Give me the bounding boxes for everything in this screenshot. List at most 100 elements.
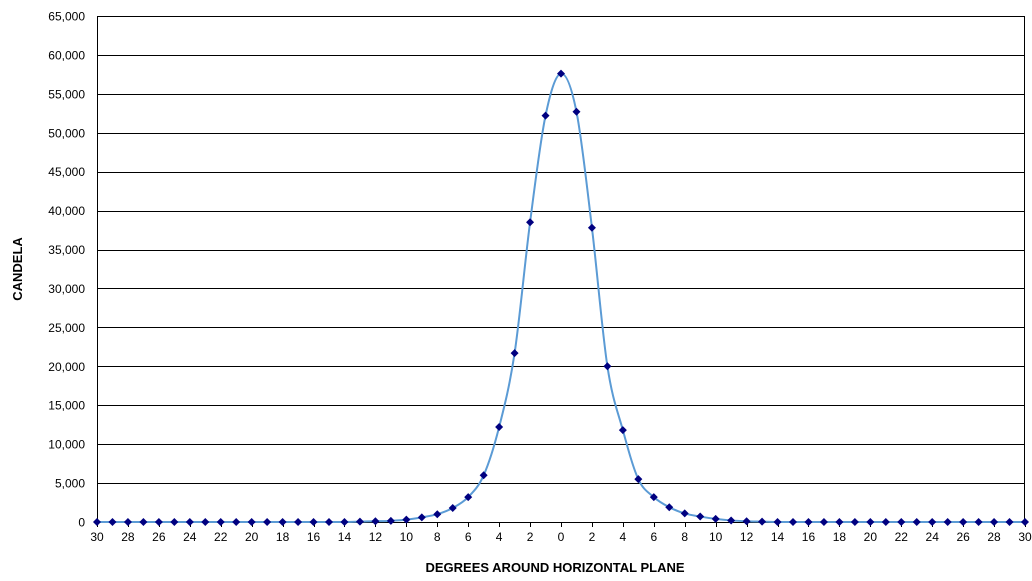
data-point [325, 518, 333, 526]
data-point [108, 518, 117, 526]
data-point [201, 518, 210, 526]
data-point [479, 471, 488, 480]
y-tick-label: 15,000 [48, 399, 85, 413]
x-tick-label: 20 [245, 530, 259, 544]
x-tick-label: 30 [1018, 530, 1032, 544]
x-tick-label: 18 [276, 530, 290, 544]
x-tick-label: 24 [183, 530, 197, 544]
data-point [464, 493, 473, 502]
x-tick-label: 6 [465, 530, 472, 544]
x-tick-labels: 30 28 26 24 22 20 18 16 14 12 10 8 6 4 2 0 2 4 6 8 10 12 14 16 1… [90, 530, 1032, 544]
y-tick-label: 20,000 [48, 360, 85, 374]
x-tick-label: 8 [681, 530, 688, 544]
y-tick-label: 30,000 [48, 282, 85, 296]
y-tick-label: 10,000 [48, 438, 85, 452]
data-point [1021, 518, 1029, 526]
y-tick-label: 5,000 [55, 477, 85, 491]
x-tick-label: 14 [338, 530, 352, 544]
x-tick-label: 28 [121, 530, 135, 544]
data-point [154, 518, 163, 526]
data-point [448, 503, 457, 512]
data-point [990, 518, 999, 526]
data-point [974, 518, 983, 526]
x-tick-label: 4 [620, 530, 627, 544]
data-point [680, 509, 689, 518]
y-tick-label: 55,000 [48, 87, 85, 101]
data-point [309, 518, 318, 526]
data-point [263, 518, 272, 526]
data-point [557, 69, 565, 78]
y-tick-label: 45,000 [48, 165, 85, 179]
y-tick-label: 50,000 [48, 126, 85, 140]
data-point [294, 518, 303, 526]
data-point [758, 517, 767, 526]
data-point [897, 518, 906, 526]
data-point [371, 517, 380, 526]
data-point [618, 426, 627, 435]
series-line [97, 72, 1025, 523]
data-point [185, 518, 194, 526]
data-point [634, 475, 643, 484]
data-point [943, 518, 952, 526]
data-point [649, 493, 658, 502]
data-point [912, 518, 921, 526]
y-tick-label: 0 [78, 516, 85, 530]
x-tick-label: 24 [926, 530, 940, 544]
y-tick-label: 25,000 [48, 321, 85, 335]
data-point [819, 518, 828, 526]
data-point [123, 518, 132, 526]
data-point [541, 111, 550, 120]
x-tick-label: 12 [369, 530, 383, 544]
data-point [139, 518, 148, 526]
data-point [526, 218, 535, 227]
x-tick-label: 28 [987, 530, 1001, 544]
data-point [696, 512, 705, 521]
data-point [417, 513, 426, 522]
x-tick-label: 6 [650, 530, 657, 544]
x-tick-label: 22 [214, 530, 228, 544]
x-tick-label: 26 [956, 530, 970, 544]
data-point [959, 518, 968, 526]
data-point [433, 510, 442, 519]
y-tick-labels: 0 5,000 10,000 15,000 20,000 25,000 30,000 35,0… [48, 10, 85, 530]
gridlines [97, 16, 1026, 527]
data-point [587, 223, 596, 232]
y-tick-label: 40,000 [48, 204, 85, 218]
data-point [572, 107, 581, 116]
x-tick-label: 30 [90, 530, 104, 544]
x-tick-label: 0 [558, 530, 565, 544]
data-point [247, 518, 256, 526]
data-point [711, 514, 720, 523]
x-tick-label: 10 [400, 530, 414, 544]
x-tick-label: 26 [152, 530, 166, 544]
x-tick-label: 2 [527, 530, 534, 544]
x-tick-label: 8 [434, 530, 441, 544]
y-tick-label: 35,000 [48, 243, 85, 257]
candela-series [93, 69, 1029, 526]
x-tick-label: 2 [589, 530, 596, 544]
y-axis-title: CANDELA [10, 237, 25, 301]
x-tick-label: 20 [864, 530, 878, 544]
data-point [495, 423, 504, 432]
data-point [928, 518, 937, 526]
y-tick-label: 65,000 [48, 10, 85, 24]
data-point [232, 518, 241, 526]
data-point [93, 518, 101, 526]
x-tick-label: 4 [496, 530, 503, 544]
x-axis-title: DEGREES AROUND HORIZONTAL PLANE [425, 560, 684, 575]
data-point [727, 516, 736, 525]
data-point [510, 349, 519, 358]
data-point [170, 518, 179, 526]
x-tick-label: 12 [740, 530, 754, 544]
x-tick-label: 16 [307, 530, 321, 544]
data-point [402, 515, 411, 524]
data-point [881, 518, 890, 526]
data-point [355, 517, 364, 526]
data-point [835, 518, 844, 526]
data-point [804, 518, 813, 526]
data-point [216, 518, 225, 526]
data-point [1005, 518, 1014, 526]
x-tick-label: 18 [833, 530, 847, 544]
